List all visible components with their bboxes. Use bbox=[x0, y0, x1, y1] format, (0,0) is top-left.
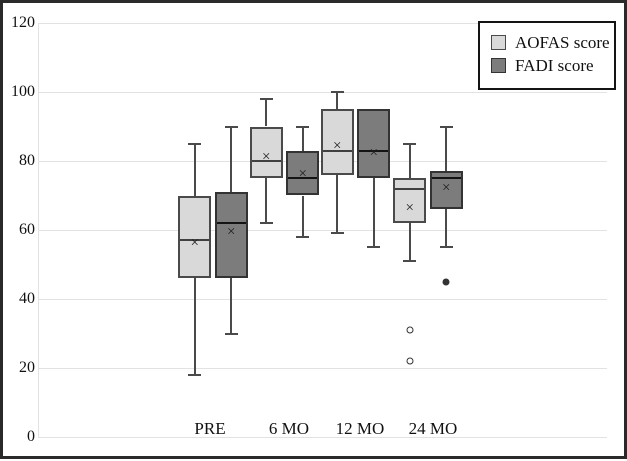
outlier-point-aofas-24-mo-1 bbox=[406, 357, 414, 365]
x-category-label-6-mo: 6 MO bbox=[268, 419, 310, 438]
box-fadi-pre bbox=[214, 192, 248, 279]
whisker-upper-fadi-6-mo bbox=[301, 126, 304, 151]
mean-marker-fadi-6-mo: × bbox=[298, 165, 307, 182]
gridline-0 bbox=[38, 436, 607, 438]
mean-marker-fadi-pre: × bbox=[227, 224, 236, 241]
box-fadi-12-mo bbox=[357, 109, 391, 179]
median-line-aofas-24-mo bbox=[395, 187, 425, 190]
median-line-fadi-24-mo bbox=[431, 177, 461, 180]
whisker-upper-fadi-24-mo bbox=[445, 126, 448, 172]
whisker-lower-aofas-12-mo bbox=[336, 174, 339, 234]
x-category-label-pre: PRE bbox=[194, 419, 226, 438]
whisker-upper-aofas-pre bbox=[193, 143, 196, 196]
gridline-120 bbox=[38, 22, 607, 24]
whisker-lower-fadi-12-mo bbox=[372, 178, 375, 248]
y-axis-line bbox=[38, 23, 39, 437]
whisker-lower-fadi-pre bbox=[230, 278, 233, 334]
legend-swatch-fadi bbox=[491, 58, 506, 73]
mean-marker-aofas-pre: × bbox=[190, 234, 199, 251]
whisker-cap-min-fadi-12-mo bbox=[367, 246, 381, 249]
whisker-upper-fadi-pre bbox=[230, 126, 233, 193]
median-line-aofas-12-mo bbox=[322, 149, 352, 152]
whisker-lower-fadi-24-mo bbox=[445, 209, 448, 248]
whisker-lower-aofas-6-mo bbox=[265, 178, 268, 224]
whisker-cap-min-fadi-24-mo bbox=[439, 246, 453, 249]
whisker-lower-aofas-pre bbox=[193, 278, 196, 375]
whisker-cap-min-aofas-12-mo bbox=[330, 232, 344, 235]
x-category-label-12-mo: 12 MO bbox=[335, 419, 385, 438]
gridline-20 bbox=[38, 367, 607, 369]
box-fadi-6-mo bbox=[286, 150, 320, 196]
y-tick-label-0: 0 bbox=[27, 428, 35, 445]
gridline-60 bbox=[38, 229, 607, 231]
mean-marker-aofas-12-mo: × bbox=[333, 138, 342, 155]
whisker-cap-min-aofas-pre bbox=[188, 373, 202, 376]
y-tick-label-20: 20 bbox=[19, 359, 35, 376]
mean-marker-fadi-12-mo: × bbox=[369, 145, 378, 162]
whisker-upper-aofas-24-mo bbox=[408, 143, 411, 179]
whisker-cap-max-fadi-pre bbox=[224, 125, 238, 128]
legend-row-aofas: AOFAS score bbox=[491, 31, 614, 54]
legend-row-fadi: FADI score bbox=[491, 54, 614, 77]
box-aofas-pre bbox=[178, 195, 212, 279]
legend-swatch-aofas bbox=[491, 35, 506, 50]
outlier-point-fadi-24-mo-0 bbox=[442, 278, 450, 286]
whisker-cap-max-aofas-12-mo bbox=[330, 91, 344, 93]
legend-label-fadi: FADI score bbox=[515, 55, 594, 75]
x-category-label-24-mo: 24 MO bbox=[408, 419, 458, 438]
whisker-cap-max-aofas-24-mo bbox=[403, 142, 417, 145]
legend: AOFAS score FADI score bbox=[478, 21, 616, 90]
median-line-aofas-pre bbox=[180, 239, 210, 242]
mean-marker-aofas-24-mo: × bbox=[405, 200, 414, 217]
box-aofas-6-mo bbox=[249, 126, 283, 179]
whisker-cap-min-aofas-24-mo bbox=[403, 260, 417, 263]
whisker-cap-min-aofas-6-mo bbox=[259, 222, 273, 225]
whisker-cap-min-fadi-6-mo bbox=[296, 235, 310, 238]
mean-marker-aofas-6-mo: × bbox=[262, 148, 271, 165]
whisker-cap-max-fadi-24-mo bbox=[439, 125, 453, 128]
outlier-point-aofas-24-mo-0 bbox=[406, 326, 414, 334]
box-aofas-24-mo bbox=[393, 178, 427, 224]
whisker-lower-fadi-6-mo bbox=[301, 195, 304, 237]
median-line-fadi-6-mo bbox=[288, 177, 318, 180]
y-tick-label-80: 80 bbox=[19, 152, 35, 169]
legend-label-aofas: AOFAS score bbox=[515, 32, 610, 52]
y-tick-label-120: 120 bbox=[11, 14, 35, 31]
y-tick-label-60: 60 bbox=[19, 221, 35, 238]
whisker-cap-max-fadi-6-mo bbox=[296, 125, 310, 128]
whisker-upper-aofas-6-mo bbox=[265, 98, 268, 127]
whisker-cap-max-aofas-pre bbox=[188, 142, 202, 145]
whisker-upper-aofas-12-mo bbox=[336, 92, 339, 110]
gridline-100 bbox=[38, 91, 607, 93]
whisker-cap-max-aofas-6-mo bbox=[259, 97, 273, 100]
median-line-fadi-12-mo bbox=[359, 149, 389, 152]
mean-marker-fadi-24-mo: × bbox=[442, 179, 451, 196]
median-line-fadi-pre bbox=[216, 222, 246, 225]
median-line-aofas-6-mo bbox=[251, 160, 281, 162]
whisker-cap-min-fadi-pre bbox=[224, 332, 238, 335]
y-tick-label-40: 40 bbox=[19, 290, 35, 307]
box-aofas-12-mo bbox=[320, 109, 354, 175]
y-tick-label-100: 100 bbox=[11, 83, 35, 100]
gridline-40 bbox=[38, 298, 607, 300]
whisker-lower-aofas-24-mo bbox=[408, 223, 411, 262]
